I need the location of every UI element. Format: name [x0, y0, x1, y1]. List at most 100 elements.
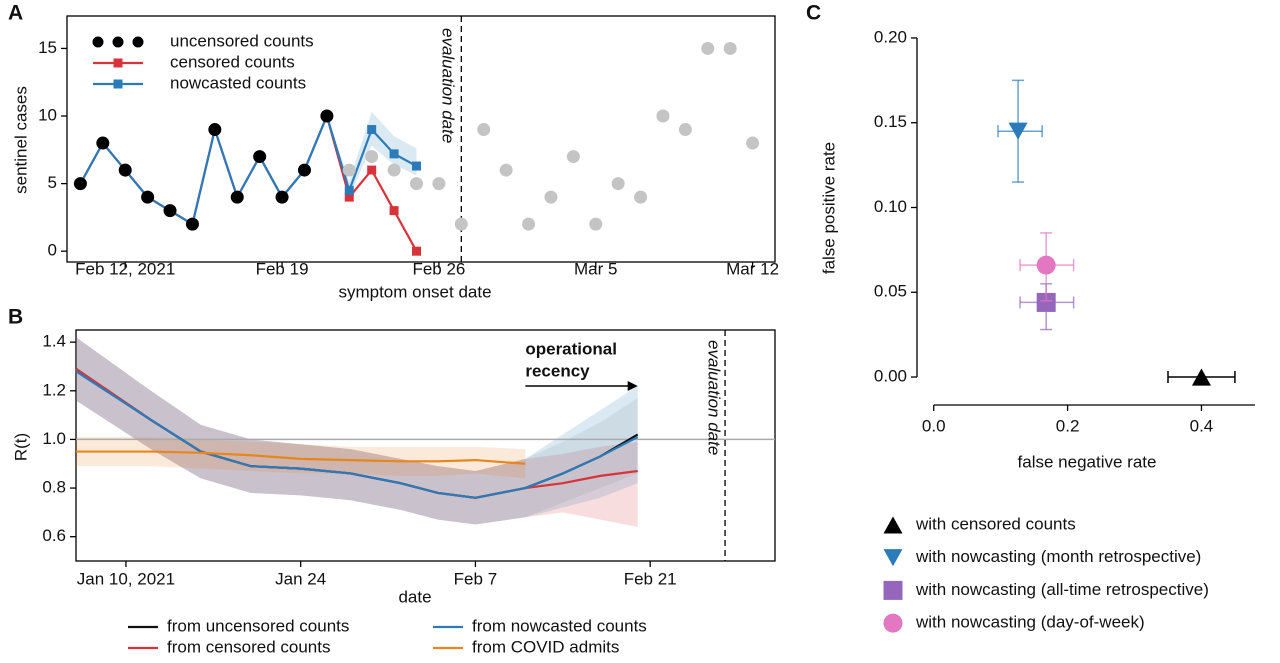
data-point [367, 125, 377, 135]
x-tick-label: Mar 12 [726, 259, 779, 278]
legend-label: with nowcasting (all-time retrospective) [915, 580, 1209, 599]
y-tick-label: 0.10 [874, 197, 907, 216]
data-point [367, 165, 377, 175]
y-axis-label: sentinel cases [11, 86, 30, 194]
data-point [342, 163, 356, 177]
data-point [499, 163, 513, 177]
data-point [701, 41, 715, 55]
legend-marker [883, 549, 903, 567]
y-tick-label: 0.00 [874, 367, 907, 386]
data-point [387, 163, 401, 177]
series-line [76, 450, 526, 465]
data-point [412, 161, 421, 171]
legend-marker [112, 36, 124, 48]
legend-label: from nowcasted counts [472, 616, 647, 635]
data-point [544, 190, 558, 204]
data-point [253, 150, 267, 164]
x-tick-label: Feb 12, 2021 [75, 259, 175, 278]
legend-label: nowcasted counts [170, 73, 306, 92]
data-point [389, 206, 399, 216]
confidence-band [76, 337, 638, 525]
data-point [589, 217, 603, 231]
x-tick-label: Mar 5 [574, 259, 617, 278]
y-tick-label: 0.15 [874, 112, 907, 131]
y-axis-label: false positive rate [819, 142, 838, 274]
data-point [389, 149, 399, 159]
data-point [344, 185, 354, 195]
vline-label: evaluation date [439, 28, 458, 143]
data-point [73, 177, 87, 191]
legend-label: from COVID admits [472, 637, 619, 656]
data-point [320, 109, 334, 123]
panel-label: C [806, 2, 821, 25]
data-point [344, 192, 354, 202]
annotation: recency [525, 361, 590, 380]
data-point [1036, 292, 1056, 312]
data-point [611, 177, 625, 191]
x-tick-label: 0.2 [1056, 416, 1080, 435]
data-point [118, 163, 132, 177]
legend-label: with nowcasting (day-of-week) [915, 613, 1145, 632]
data-point [163, 204, 177, 218]
series-line [75, 370, 639, 499]
y-tick-label: 0.20 [874, 27, 907, 46]
x-tick-label: Jan 10, 2021 [77, 569, 175, 588]
y-tick-label: 1.2 [42, 380, 66, 399]
confidence-band [76, 436, 526, 479]
data-point [566, 150, 580, 164]
y-tick-label: 1.0 [42, 429, 66, 448]
y-tick-label: 0.6 [42, 526, 66, 545]
legend-marker [92, 36, 104, 48]
data-point [454, 217, 468, 231]
legend-label: with censored counts [915, 514, 1076, 533]
legend-label: censored counts [170, 52, 295, 71]
data-point [1191, 368, 1211, 386]
data-point [410, 177, 423, 191]
x-tick-label: Feb 7 [454, 569, 497, 588]
series-line [79, 112, 418, 226]
x-tick-label: Feb 26 [412, 259, 465, 278]
y-axis-label: R(t) [11, 433, 30, 461]
data-point [1036, 255, 1056, 275]
x-axis-label: false negative rate [1018, 452, 1157, 471]
legend-marker [883, 580, 903, 600]
y-tick-label: 0.05 [874, 282, 907, 301]
legend-label: from uncensored counts [167, 616, 349, 635]
legend-marker [113, 58, 123, 68]
legend-label: uncensored counts [170, 31, 314, 50]
x-tick-label: 0.4 [1190, 416, 1214, 435]
data-point [365, 150, 379, 164]
y-tick-label: 0.8 [42, 478, 66, 497]
legend-marker [113, 79, 123, 89]
data-point [141, 190, 155, 204]
x-tick-label: 0.0 [922, 416, 946, 435]
data-point [522, 217, 536, 231]
legend-label: from censored counts [167, 637, 330, 656]
y-tick-label: 5 [48, 173, 57, 192]
panel-label: B [8, 306, 23, 329]
data-point [656, 109, 670, 123]
y-tick-label: 15 [38, 38, 57, 57]
legend-label: with nowcasting (month retrospective) [915, 547, 1201, 566]
confidence-band [76, 337, 638, 525]
y-tick-label: 10 [38, 106, 57, 125]
data-point [208, 123, 222, 137]
legend-marker [883, 613, 903, 633]
data-point [432, 177, 446, 191]
legend-marker [883, 516, 903, 534]
data-point [723, 41, 737, 55]
legend-marker [132, 36, 144, 48]
y-tick-label: 1.4 [42, 332, 66, 351]
annotation: operational [525, 339, 617, 358]
vline-label: evaluation date [705, 340, 724, 455]
x-tick-label: Jan 24 [275, 569, 326, 588]
data-point [678, 123, 692, 137]
plot-frame [75, 329, 776, 562]
data-point [1008, 122, 1028, 140]
panel-label: A [8, 2, 23, 25]
confidence-band [76, 337, 638, 527]
y-tick-label: 0 [48, 241, 57, 260]
x-axis-label: symptom onset date [338, 282, 491, 301]
